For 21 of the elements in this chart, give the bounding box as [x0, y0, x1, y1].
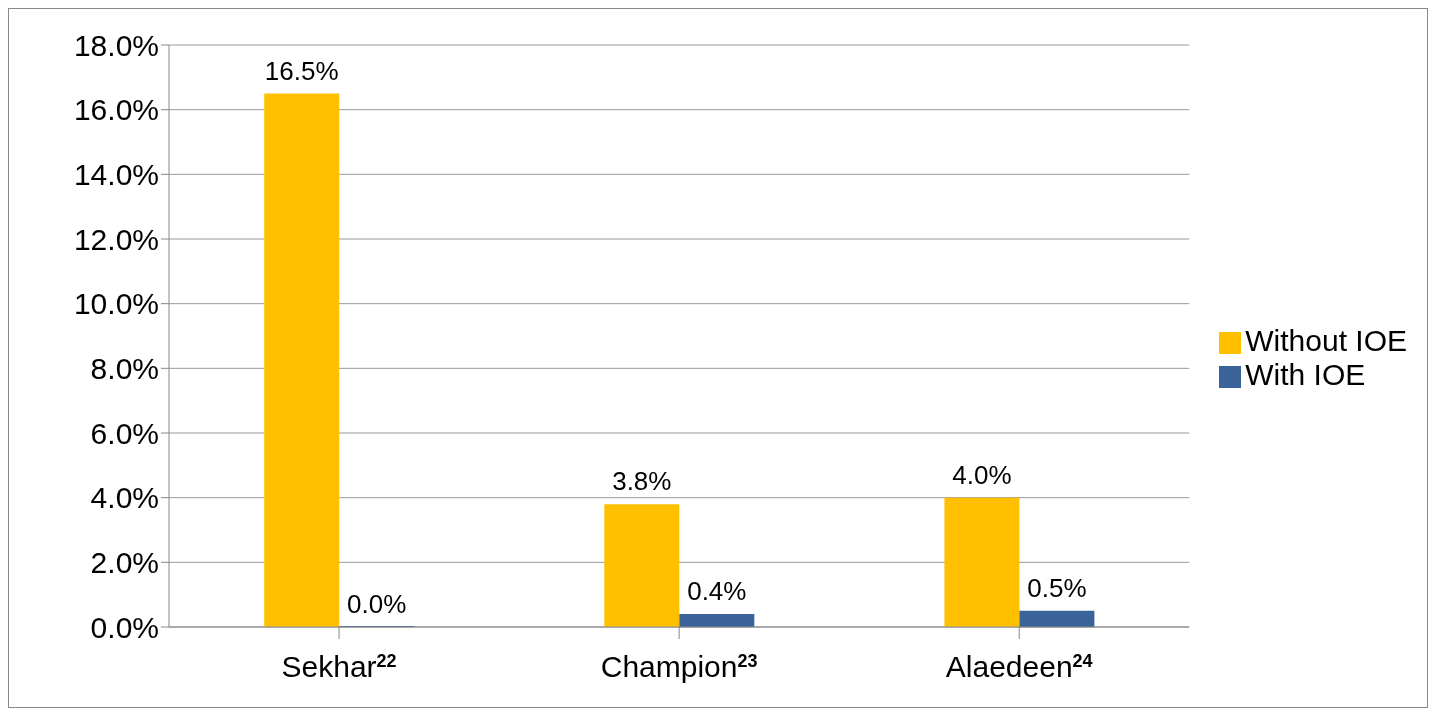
x-tick-label: Champion$^{23}$	[600, 650, 758, 683]
y-tick-label: 18.0%	[73, 28, 159, 62]
data-label: 3.8%	[612, 466, 672, 497]
data-label: 4.0%	[952, 459, 1012, 490]
y-tick-label: 8.0%	[90, 351, 159, 385]
y-tick-label: 14.0%	[73, 157, 159, 191]
y-tick-label: 2.0%	[90, 545, 159, 579]
y-tick-label: 4.0%	[90, 481, 159, 515]
data-label: 0.5%	[1027, 572, 1087, 603]
data-label: 0.0%	[347, 589, 407, 619]
data-label: 16.5%	[264, 55, 339, 86]
y-tick-label: 10.0%	[73, 287, 159, 321]
legend-label: Without IOE	[1245, 324, 1407, 357]
data-label: 0.4%	[687, 576, 747, 607]
y-tick-label: 0.0%	[90, 610, 159, 644]
legend-label: With IOE	[1245, 358, 1366, 391]
x-tick-label: Alaedeen$^{24}$	[945, 650, 1093, 683]
x-tick-label: Sekhar$^{22}$	[281, 650, 397, 683]
y-tick-label: 12.0%	[73, 222, 159, 256]
y-tick-label: 6.0%	[90, 416, 159, 450]
y-tick-label: 16.0%	[73, 93, 159, 127]
